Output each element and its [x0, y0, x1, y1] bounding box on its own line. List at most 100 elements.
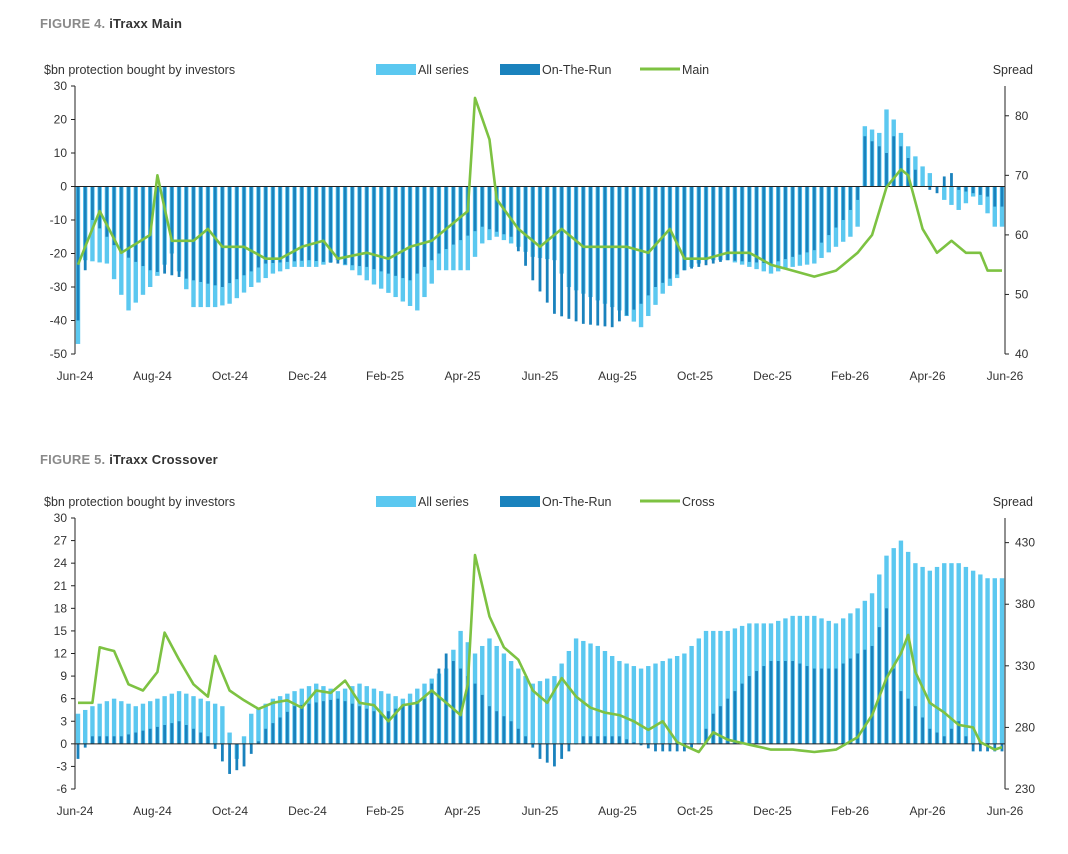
bar-on-the-run: [986, 743, 989, 752]
bar-on-the-run: [726, 186, 730, 261]
bar-on-the-run: [798, 186, 802, 255]
bar-all-series: [999, 578, 1005, 744]
y-axis-label: $bn protection bought by investors: [44, 63, 235, 77]
figure-5-number: FIGURE 5.: [40, 452, 106, 467]
bar-on-the-run: [401, 186, 405, 279]
bar-on-the-run: [314, 702, 318, 744]
bar-all-series: [725, 630, 730, 744]
bar-on-the-run: [589, 736, 592, 744]
y2-tick-label: 80: [1015, 109, 1029, 123]
x-tick-label: Jun-26: [987, 369, 1024, 383]
bar-on-the-run: [473, 186, 477, 232]
legend-label: On-The-Run: [542, 495, 612, 509]
figure-5-name: iTraxx Crossover: [109, 452, 218, 467]
bar-on-the-run: [755, 671, 758, 744]
bar-on-the-run: [423, 186, 426, 267]
bar-all-series: [667, 658, 673, 744]
figure-4-title: FIGURE 4. iTraxx Main: [40, 16, 182, 31]
y-tick-label: 30: [54, 79, 68, 93]
bar-all-series: [559, 663, 564, 744]
bar-all-series: [162, 696, 167, 744]
bar-on-the-run: [488, 186, 491, 230]
y2-tick-label: 430: [1015, 536, 1035, 550]
bar-on-the-run: [964, 736, 968, 744]
bar-on-the-run: [423, 698, 426, 744]
bar-on-the-run: [870, 141, 874, 187]
bar-on-the-run: [430, 683, 434, 744]
y2-axis-label: Spread: [993, 495, 1033, 509]
bar-on-the-run: [784, 186, 787, 260]
bar-on-the-run: [913, 706, 917, 744]
y-tick-label: -20: [50, 247, 68, 261]
bar-on-the-run: [98, 736, 102, 744]
legend-item: On-The-Run: [500, 495, 612, 509]
bar-on-the-run: [314, 186, 318, 262]
bar-on-the-run: [820, 668, 823, 744]
x-tick-label: Jun-26: [987, 804, 1024, 818]
bar-on-the-run: [610, 186, 614, 328]
bar-on-the-run: [791, 186, 795, 257]
bar-all-series: [956, 563, 961, 744]
bar-all-series: [884, 109, 889, 187]
y-tick-label: 10: [54, 146, 68, 160]
bar-on-the-run: [473, 683, 477, 744]
bar-on-the-run: [444, 653, 448, 744]
bar-on-the-run: [379, 713, 383, 744]
x-tick-label: Aug-25: [598, 804, 637, 818]
bar-on-the-run: [264, 186, 268, 264]
bar-all-series: [920, 566, 925, 744]
bar-on-the-run: [928, 186, 932, 190]
bar-all-series: [90, 706, 95, 744]
bar-on-the-run: [488, 706, 491, 744]
bar-all-series: [631, 666, 637, 744]
bar-on-the-run: [769, 186, 773, 264]
y-tick-label: -10: [50, 213, 68, 227]
bar-on-the-run: [437, 186, 441, 254]
bar-on-the-run: [668, 743, 672, 752]
bar-on-the-run: [401, 706, 405, 744]
bar-on-the-run: [480, 186, 484, 227]
bar-all-series: [927, 173, 933, 187]
y-tick-label: 27: [54, 534, 68, 548]
y-tick-label: 20: [54, 113, 68, 127]
figure-4-number: FIGURE 4.: [40, 16, 106, 31]
bar-all-series: [573, 638, 579, 744]
bar-on-the-run: [134, 732, 138, 744]
bar-on-the-run: [329, 186, 333, 263]
bar-all-series: [140, 703, 146, 744]
bar-on-the-run: [639, 186, 643, 304]
figure-5-title: FIGURE 5. iTraxx Crossover: [40, 452, 218, 467]
legend-swatch: [376, 496, 416, 507]
bar-on-the-run: [91, 736, 94, 744]
bar-on-the-run: [870, 645, 874, 744]
bar-on-the-run: [437, 668, 441, 744]
bar-on-the-run: [495, 711, 499, 744]
bar-on-the-run: [928, 728, 932, 744]
bar-on-the-run: [971, 186, 975, 194]
bar-all-series: [970, 570, 976, 744]
bar-on-the-run: [538, 743, 542, 759]
bar-all-series: [249, 713, 254, 744]
legend-swatch: [500, 496, 540, 507]
legend-label: All series: [418, 495, 469, 509]
bar-on-the-run: [856, 186, 860, 200]
figure-4-chart: $bn protection bought by investors Spread…: [44, 63, 1033, 383]
bar-on-the-run: [343, 701, 347, 744]
bar-on-the-run: [264, 728, 268, 744]
bar-on-the-run: [719, 186, 722, 262]
bar-on-the-run: [76, 743, 80, 759]
bar-on-the-run: [119, 186, 123, 254]
bar-on-the-run: [762, 666, 766, 744]
y2-tick-label: 330: [1015, 659, 1035, 673]
y2-tick-label: 70: [1015, 168, 1029, 182]
y-tick-label: -6: [56, 782, 67, 796]
bar-on-the-run: [805, 666, 809, 744]
bar-all-series: [711, 630, 716, 744]
bar-all-series: [905, 551, 911, 744]
x-tick-label: Apr-26: [909, 804, 945, 818]
y-tick-label: -50: [50, 347, 68, 361]
bar-on-the-run: [538, 186, 542, 292]
bar-on-the-run: [978, 743, 982, 752]
bar-on-the-run: [769, 661, 773, 744]
bar-on-the-run: [581, 186, 585, 324]
